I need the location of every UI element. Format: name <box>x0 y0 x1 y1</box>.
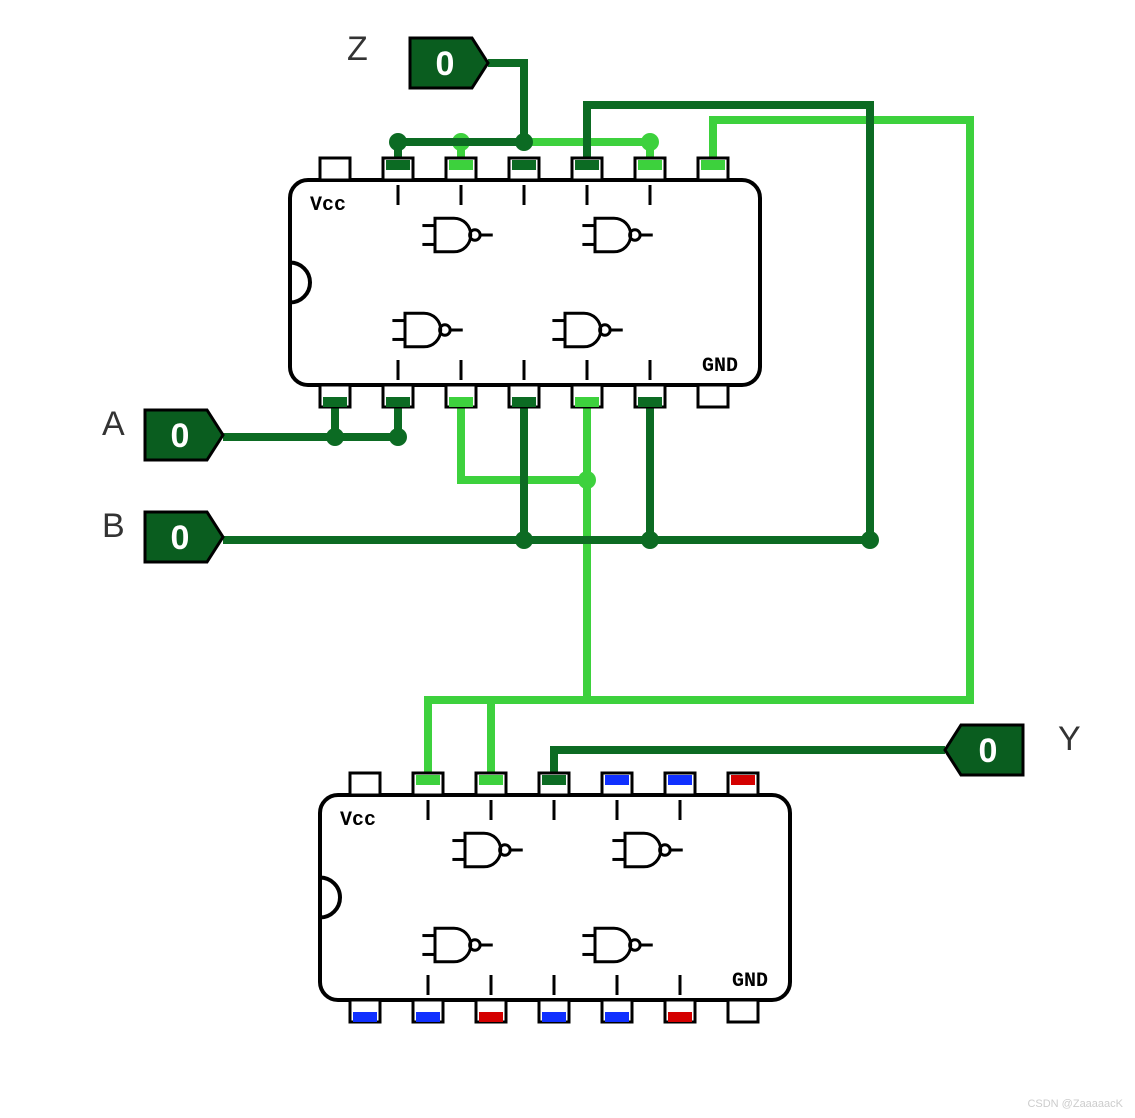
input-Y[interactable]: 0 <box>945 725 1023 775</box>
wire <box>488 63 524 142</box>
io-label: B <box>102 507 125 545</box>
junction <box>389 428 407 446</box>
watermark: CSDN @ZaaaaacK <box>1027 1098 1123 1110</box>
vcc-label: Vcc <box>340 809 376 832</box>
input-Z[interactable]: 0 <box>410 38 488 88</box>
vcc-label: Vcc <box>310 194 346 217</box>
input-A[interactable]: 0 <box>145 410 223 460</box>
junction <box>641 133 659 151</box>
input-value: 0 <box>979 732 998 770</box>
junction <box>641 531 659 549</box>
input-value: 0 <box>171 417 190 455</box>
input-B[interactable]: 0 <box>145 512 223 562</box>
junction <box>326 428 344 446</box>
pin-bottom <box>698 385 728 407</box>
chip-top: Vcc GND <box>290 158 760 407</box>
io-label: Z <box>347 30 368 68</box>
io-label: Y <box>1058 720 1081 758</box>
input-value: 0 <box>171 519 190 557</box>
io-label: A <box>102 405 125 443</box>
pin-top <box>320 158 350 180</box>
wire <box>491 480 587 773</box>
wire <box>554 750 945 773</box>
gnd-label: GND <box>702 355 738 378</box>
junction <box>389 133 407 151</box>
junction <box>861 531 879 549</box>
chip-bottom: Vcc GND <box>320 773 790 1022</box>
pin-top <box>350 773 380 795</box>
gnd-label: GND <box>732 970 768 993</box>
pin-bottom <box>728 1000 758 1022</box>
input-value: 0 <box>436 45 455 83</box>
junction <box>515 531 533 549</box>
